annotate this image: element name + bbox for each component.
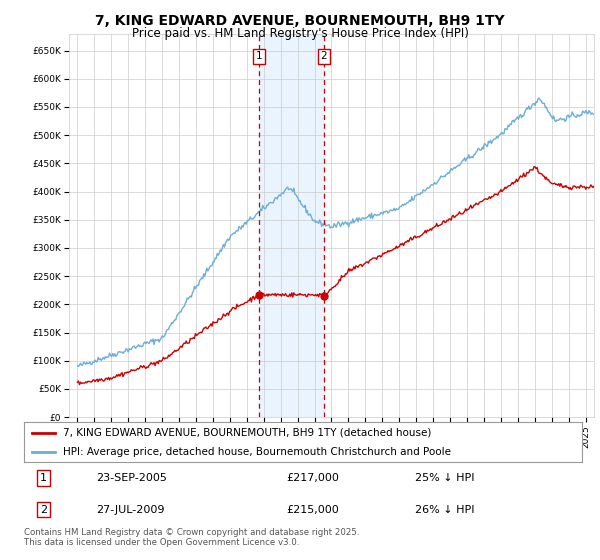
Text: £215,000: £215,000 xyxy=(286,505,339,515)
Text: 27-JUL-2009: 27-JUL-2009 xyxy=(97,505,165,515)
Text: 23-SEP-2005: 23-SEP-2005 xyxy=(97,473,167,483)
Text: 26% ↓ HPI: 26% ↓ HPI xyxy=(415,505,474,515)
Text: 7, KING EDWARD AVENUE, BOURNEMOUTH, BH9 1TY (detached house): 7, KING EDWARD AVENUE, BOURNEMOUTH, BH9 … xyxy=(63,428,431,438)
Text: 2: 2 xyxy=(40,505,47,515)
Text: 1: 1 xyxy=(256,51,262,61)
Text: 2: 2 xyxy=(321,51,328,61)
Text: 25% ↓ HPI: 25% ↓ HPI xyxy=(415,473,474,483)
Text: Price paid vs. HM Land Registry's House Price Index (HPI): Price paid vs. HM Land Registry's House … xyxy=(131,27,469,40)
Text: HPI: Average price, detached house, Bournemouth Christchurch and Poole: HPI: Average price, detached house, Bour… xyxy=(63,447,451,458)
Text: 1: 1 xyxy=(40,473,47,483)
Text: Contains HM Land Registry data © Crown copyright and database right 2025.
This d: Contains HM Land Registry data © Crown c… xyxy=(24,528,359,547)
Bar xyxy=(259,34,324,417)
Text: 7, KING EDWARD AVENUE, BOURNEMOUTH, BH9 1TY: 7, KING EDWARD AVENUE, BOURNEMOUTH, BH9 … xyxy=(95,14,505,28)
Text: £217,000: £217,000 xyxy=(286,473,339,483)
